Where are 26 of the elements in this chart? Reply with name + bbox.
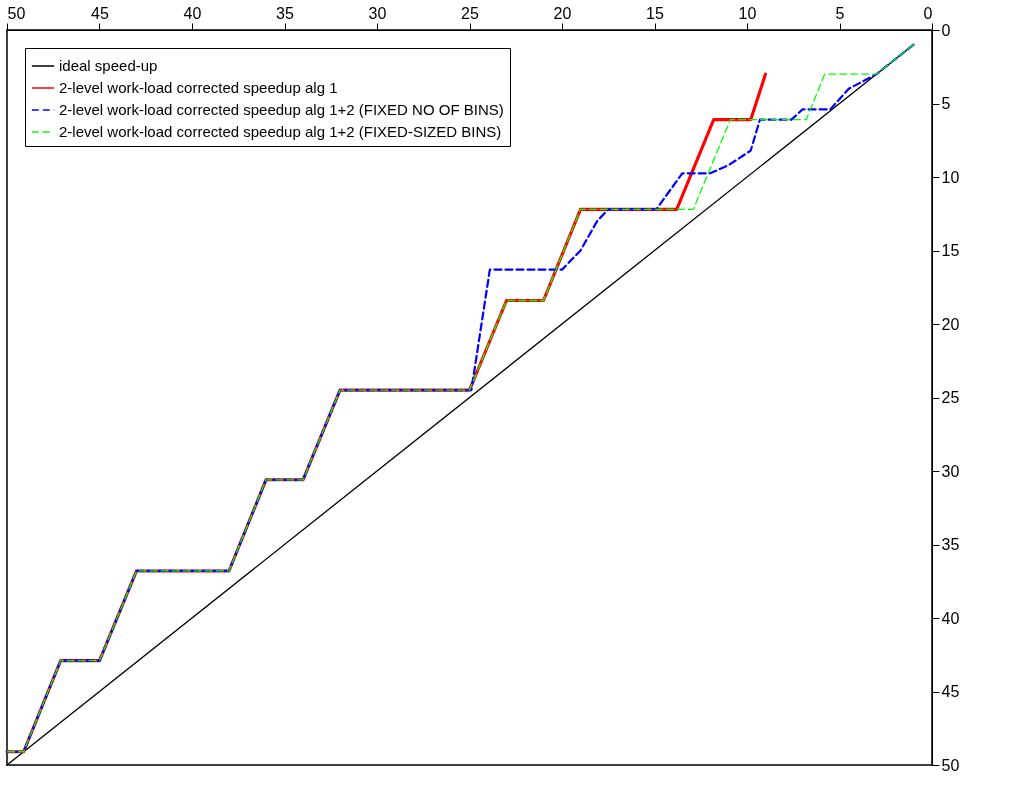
x-tick-label: 45 bbox=[91, 4, 109, 22]
x-tick-label: 35 bbox=[276, 4, 294, 22]
x-tick-label: 0 bbox=[923, 4, 933, 22]
x-tick-label: 15 bbox=[646, 4, 664, 22]
y-tick-label: 50 bbox=[941, 756, 960, 774]
y-tick-label: 25 bbox=[941, 389, 960, 406]
x-tick-label: 40 bbox=[183, 4, 202, 22]
y-tick-label: 40 bbox=[941, 609, 960, 627]
y-tick-label: 20 bbox=[941, 315, 960, 333]
x-tick-label: 25 bbox=[461, 4, 479, 22]
y-tick-label: 45 bbox=[941, 683, 960, 700]
x-tick-label: 30 bbox=[368, 4, 387, 22]
y-tick-label: 0 bbox=[941, 21, 951, 39]
y-tick-label: 35 bbox=[941, 536, 960, 553]
x-tick-label: 20 bbox=[553, 4, 572, 22]
legend-label: 2-level work-load corrected speedup alg 1 bbox=[59, 79, 338, 96]
x-tick-label: 5 bbox=[835, 4, 845, 22]
y-tick-label: 15 bbox=[941, 242, 960, 259]
y-tick-label: 5 bbox=[941, 95, 951, 112]
legend-label: 2-level work-load corrected speedup alg 1+2 (FIXED NO OF BINS) bbox=[59, 101, 504, 118]
legend-label: ideal speed-up bbox=[59, 57, 158, 74]
x-tick-label: 50 bbox=[7, 4, 26, 22]
legend-label: 2-level work-load corrected speedup alg 1+2 (FIXED-SIZED BINS) bbox=[59, 123, 502, 140]
x-tick-label: 10 bbox=[738, 4, 757, 22]
y-tick-label: 30 bbox=[941, 462, 960, 480]
y-tick-label: 10 bbox=[941, 168, 960, 186]
